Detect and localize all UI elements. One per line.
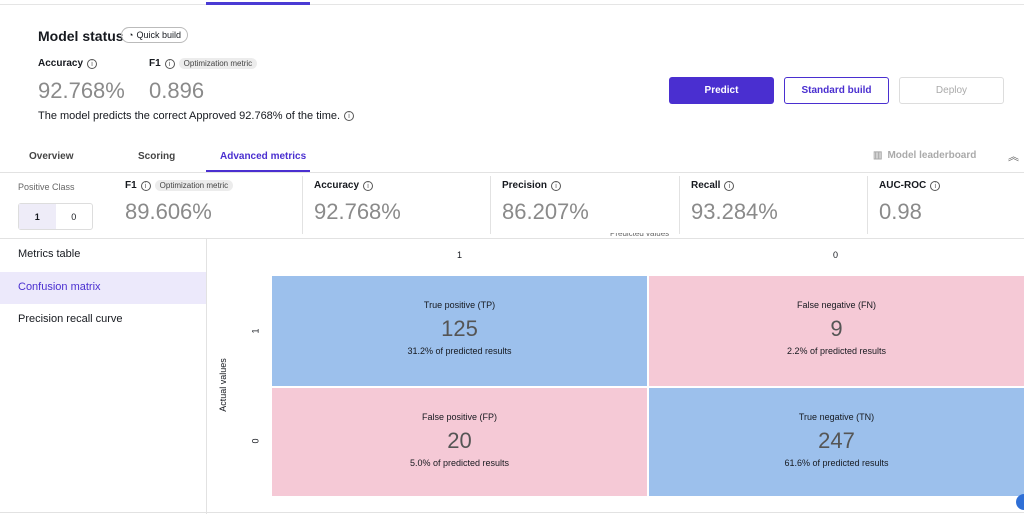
divider	[0, 512, 1024, 513]
divider	[0, 4, 1024, 5]
divider	[679, 176, 680, 234]
metric-accuracy: Accuracy i 92.768%	[314, 180, 401, 225]
accuracy-label: Accuracy i	[38, 58, 98, 69]
cell-count: 9	[830, 316, 843, 341]
tab-advanced-metrics[interactable]: Advanced metrics	[220, 151, 307, 162]
tab-overview[interactable]: Overview	[29, 151, 74, 162]
positive-class-label: Positive Class	[18, 182, 75, 192]
tab-scoring[interactable]: Scoring	[138, 151, 176, 162]
collapse-icon[interactable]: ︽	[1008, 151, 1019, 163]
model-description: The model predicts the correct Approved …	[38, 110, 355, 122]
metric-label: F1	[125, 180, 137, 191]
info-icon[interactable]: i	[140, 180, 151, 191]
cell-title: False positive (FP)	[421, 412, 498, 422]
cell-count: 247	[818, 428, 855, 453]
bar-chart-icon: ▥	[873, 150, 883, 161]
divider	[302, 176, 303, 234]
label-text: Accuracy	[38, 58, 84, 69]
predicted-values-label: Predicted values	[610, 233, 670, 238]
info-icon[interactable]: i	[930, 180, 941, 191]
metric-auc-roc: AUC-ROC i 0.98	[879, 180, 941, 225]
cell-percent: 2.2% of predicted results	[786, 346, 887, 356]
cell-count: 20	[447, 428, 472, 453]
metric-precision: Precision i 86.207%	[502, 180, 589, 225]
sidebar-item-metrics-table[interactable]: Metrics table	[18, 248, 81, 260]
cell-true-positive: True positive (TP) 125 31.2% of predicted …	[272, 276, 647, 386]
cell-title: True positive (TP)	[423, 300, 496, 310]
metric-value: 93.284%	[691, 199, 778, 224]
badge-label: Quick build	[136, 30, 181, 40]
metric-value: 89.606%	[125, 199, 212, 224]
info-icon[interactable]: i	[344, 111, 355, 121]
description-text: The model predicts the correct Approved …	[38, 110, 341, 122]
metric-value: 0.98	[879, 199, 922, 224]
info-icon[interactable]: i	[724, 180, 735, 191]
f1-label: F1 i Optimization metric	[149, 58, 258, 69]
cell-percent: 61.6% of predicted results	[784, 458, 889, 468]
cell-true-negative: True negative (TN) 247 61.6% of predicted …	[649, 388, 1024, 496]
cell-false-negative: False negative (FN) 9 2.2% of predicted re…	[649, 276, 1024, 386]
metric-label: Accuracy	[314, 180, 360, 191]
metric-label: Recall	[691, 180, 721, 191]
optimization-badge: Optimization metric	[154, 180, 234, 191]
metric-label: Precision	[502, 180, 548, 191]
metric-value: 86.207%	[502, 199, 589, 224]
metric-label: AUC-ROC	[879, 180, 927, 191]
active-tab-indicator	[206, 170, 310, 172]
model-leaderboard-button[interactable]: ▥ Model leaderboard	[873, 150, 976, 161]
cell-count: 125	[441, 316, 478, 341]
info-icon[interactable]: i	[551, 180, 562, 191]
info-icon[interactable]: i	[87, 58, 98, 69]
row-label-1: 1	[250, 328, 261, 334]
help-bubble[interactable]	[1016, 494, 1024, 510]
divider	[0, 238, 1024, 239]
divider	[0, 172, 1024, 173]
info-icon[interactable]: i	[164, 58, 175, 69]
cell-percent: 5.0% of predicted results	[409, 458, 510, 468]
cell-title: False negative (FN)	[796, 300, 877, 310]
col-label-1: 1	[457, 250, 463, 260]
page-title: Model status	[38, 28, 124, 44]
accuracy-value: 92.768%	[38, 78, 125, 103]
sidebar-item-precision-recall-curve[interactable]: Precision recall curve	[18, 313, 123, 325]
sidebar-item-confusion-matrix[interactable]: Confusion matrix	[0, 272, 206, 304]
info-icon[interactable]: i	[363, 180, 374, 191]
gauge-icon: ◔	[128, 30, 134, 40]
cell-false-positive: False positive (FP) 20 5.0% of predicted r…	[272, 388, 647, 496]
active-indicator	[206, 2, 310, 5]
divider	[867, 176, 868, 234]
leaderboard-label: Model leaderboard	[887, 150, 977, 161]
deploy-button[interactable]: Deploy	[899, 77, 1004, 104]
metric-f1: F1 i Optimization metric 89.606%	[125, 180, 234, 225]
row-label-0: 0	[250, 438, 261, 444]
optimization-badge: Optimization metric	[178, 58, 258, 69]
metric-recall: Recall i 93.284%	[691, 180, 778, 225]
label-text: F1	[149, 58, 161, 69]
actual-values-label: Actual values	[218, 358, 228, 412]
divider	[206, 239, 207, 514]
divider	[490, 176, 491, 234]
col-label-0: 0	[833, 250, 839, 260]
f1-value: 0.896	[149, 78, 205, 103]
cell-title: True negative (TN)	[798, 412, 875, 422]
class-option-0[interactable]: 0	[71, 211, 77, 222]
cell-percent: 31.2% of predicted results	[407, 346, 512, 356]
quick-build-badge: ◔ Quick build	[121, 27, 188, 43]
standard-build-button[interactable]: Standard build	[784, 77, 889, 104]
positive-class-toggle[interactable]: 1 0	[18, 203, 93, 230]
predict-button[interactable]: Predict	[669, 77, 774, 104]
class-option-1[interactable]: 1	[19, 204, 56, 229]
metric-value: 92.768%	[314, 199, 401, 224]
